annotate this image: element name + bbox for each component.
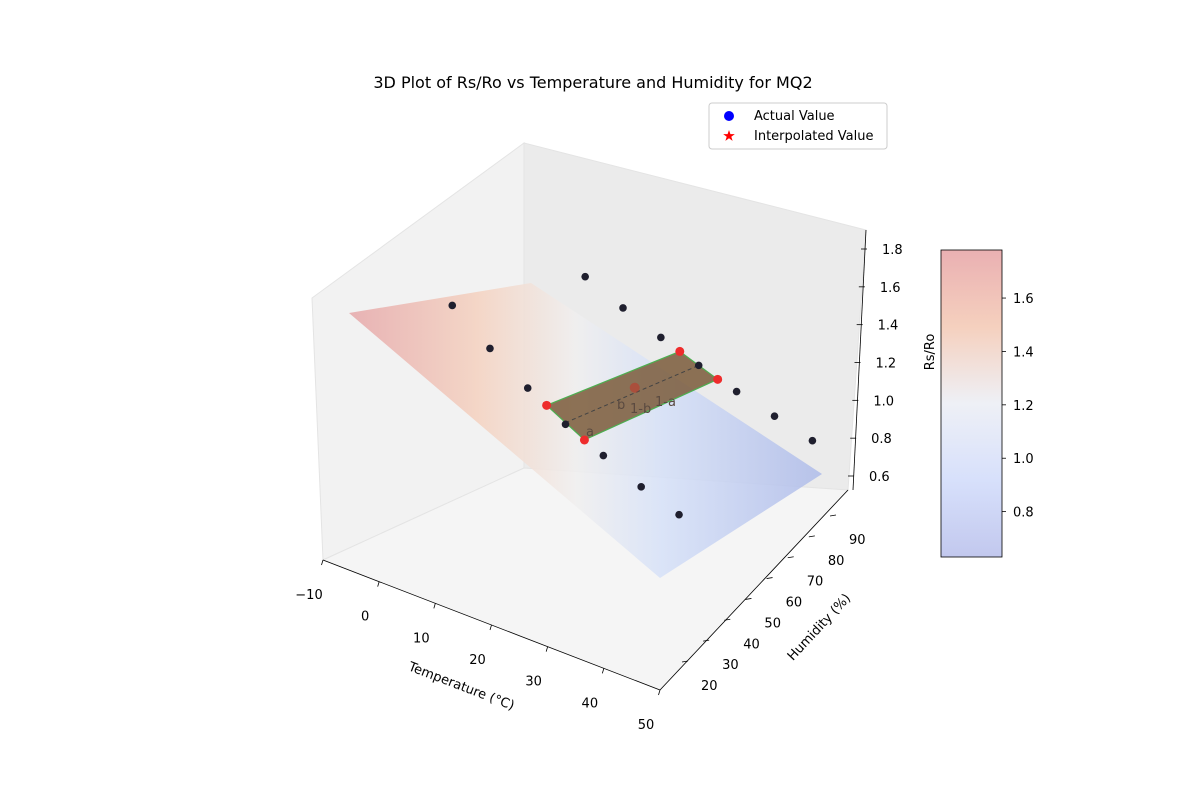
z-axis-line (852, 229, 867, 491)
y-tick-label: 60 (786, 596, 803, 611)
x-tick-mark (658, 689, 661, 696)
interpolation-guide-line (565, 364, 699, 424)
colorbar-gradient (940, 249, 1003, 558)
y-tick-label: 90 (849, 533, 866, 548)
y-tick-mark (787, 556, 794, 559)
y-tick-label: 20 (701, 679, 718, 694)
actual-value-point (732, 387, 741, 396)
x-tick-label: −10 (295, 588, 322, 603)
x-axis-label: Temperature (°C) (405, 659, 516, 714)
y-tick-mark (829, 514, 837, 517)
interpolation-corner-point (542, 400, 552, 410)
interpolation-annotations: a b 1-b 1-a (586, 395, 676, 440)
y-tick-mark (808, 535, 815, 538)
colorbar-tick-label: 1.6 (1013, 292, 1034, 307)
legend: Actual Value Interpolated Value (708, 102, 888, 150)
annotation-a: a (586, 425, 594, 440)
legend-label-interpolated: Interpolated Value (754, 129, 873, 144)
x-tick-label: 10 (413, 631, 430, 646)
actual-value-point (448, 301, 457, 310)
actual-value-point (599, 451, 608, 460)
x-tick-label: 40 (582, 696, 599, 711)
x-tick-mark (321, 559, 324, 566)
x-tick-mark (433, 603, 436, 609)
legend-label-actual: Actual Value (754, 109, 835, 124)
x-tick-label: 30 (525, 675, 542, 690)
data-points-layer (448, 272, 817, 519)
actual-value-point (770, 412, 779, 420)
actual-value-point (523, 384, 532, 392)
y-tick-mark (681, 660, 689, 663)
interpolated-value-point (629, 382, 640, 393)
x-tick-mark (489, 624, 492, 631)
actual-value-point (657, 333, 665, 342)
actual-value-point (561, 420, 570, 429)
y-axis-line (659, 489, 849, 691)
colorbar-tick-label: 0.8 (1013, 506, 1034, 521)
chart-title: 3D Plot of Rs/Ro vs Temperature and Humi… (373, 73, 812, 92)
x-tick-label: 50 (638, 718, 655, 733)
colorbar-tick-label: 1.2 (1013, 399, 1034, 414)
colorbar: 0.8 1.0 1.2 1.4 1.6 (940, 249, 1034, 558)
z-tick-label: 1.4 (878, 319, 899, 334)
legend-box (708, 102, 888, 150)
legend-marker-actual-icon (724, 111, 734, 121)
actual-value-point (808, 436, 817, 445)
annotation-b: b (617, 398, 625, 413)
interpolation-corner-point (675, 346, 685, 356)
z-axis: 0.6 0.8 1.0 1.2 1.4 1.6 1.8 Rs/Ro (848, 229, 938, 491)
y-tick-mark (724, 618, 731, 621)
annotation-1-a: 1-a (655, 395, 676, 410)
z-tick-label: 0.6 (869, 470, 890, 485)
x-tick-label: 20 (469, 653, 486, 668)
actual-value-point (486, 344, 494, 353)
y-tick-mark (766, 577, 773, 579)
z-tick-label: 1.8 (882, 243, 903, 258)
actual-value-point (619, 304, 627, 312)
colorbar-tick-label: 1.0 (1013, 452, 1034, 467)
x-tick-mark (377, 581, 380, 587)
annotation-1-b: 1-b (630, 402, 651, 417)
actual-value-point (694, 361, 703, 370)
x-tick-mark (545, 646, 549, 652)
interpolation-patch-layer (542, 346, 723, 445)
y-tick-label: 70 (807, 575, 824, 590)
y-tick-label: 50 (764, 616, 781, 631)
z-tick-label: 0.8 (871, 432, 892, 447)
legend-marker-interpolated-icon (723, 130, 735, 141)
actual-value-point (581, 272, 589, 281)
z-axis-label: Rs/Ro (923, 334, 938, 371)
x-tick-mark (601, 668, 605, 674)
y-tick-mark (703, 639, 710, 642)
y-tick-mark (745, 598, 752, 600)
y-tick-label: 80 (828, 554, 845, 569)
z-tick-label: 1.2 (876, 357, 897, 372)
y-tick-label: 40 (743, 637, 760, 652)
x-tick-label: 0 (361, 610, 369, 625)
colorbar-tick-label: 1.4 (1013, 345, 1034, 360)
y-tick-label: 30 (722, 658, 739, 673)
interpolation-corner-point (713, 374, 723, 384)
interpolation-corner-point (579, 435, 589, 445)
actual-value-point (637, 483, 645, 491)
z-tick-label: 1.0 (873, 394, 894, 409)
actual-value-point (675, 510, 683, 519)
z-tick-label: 1.6 (880, 281, 901, 296)
